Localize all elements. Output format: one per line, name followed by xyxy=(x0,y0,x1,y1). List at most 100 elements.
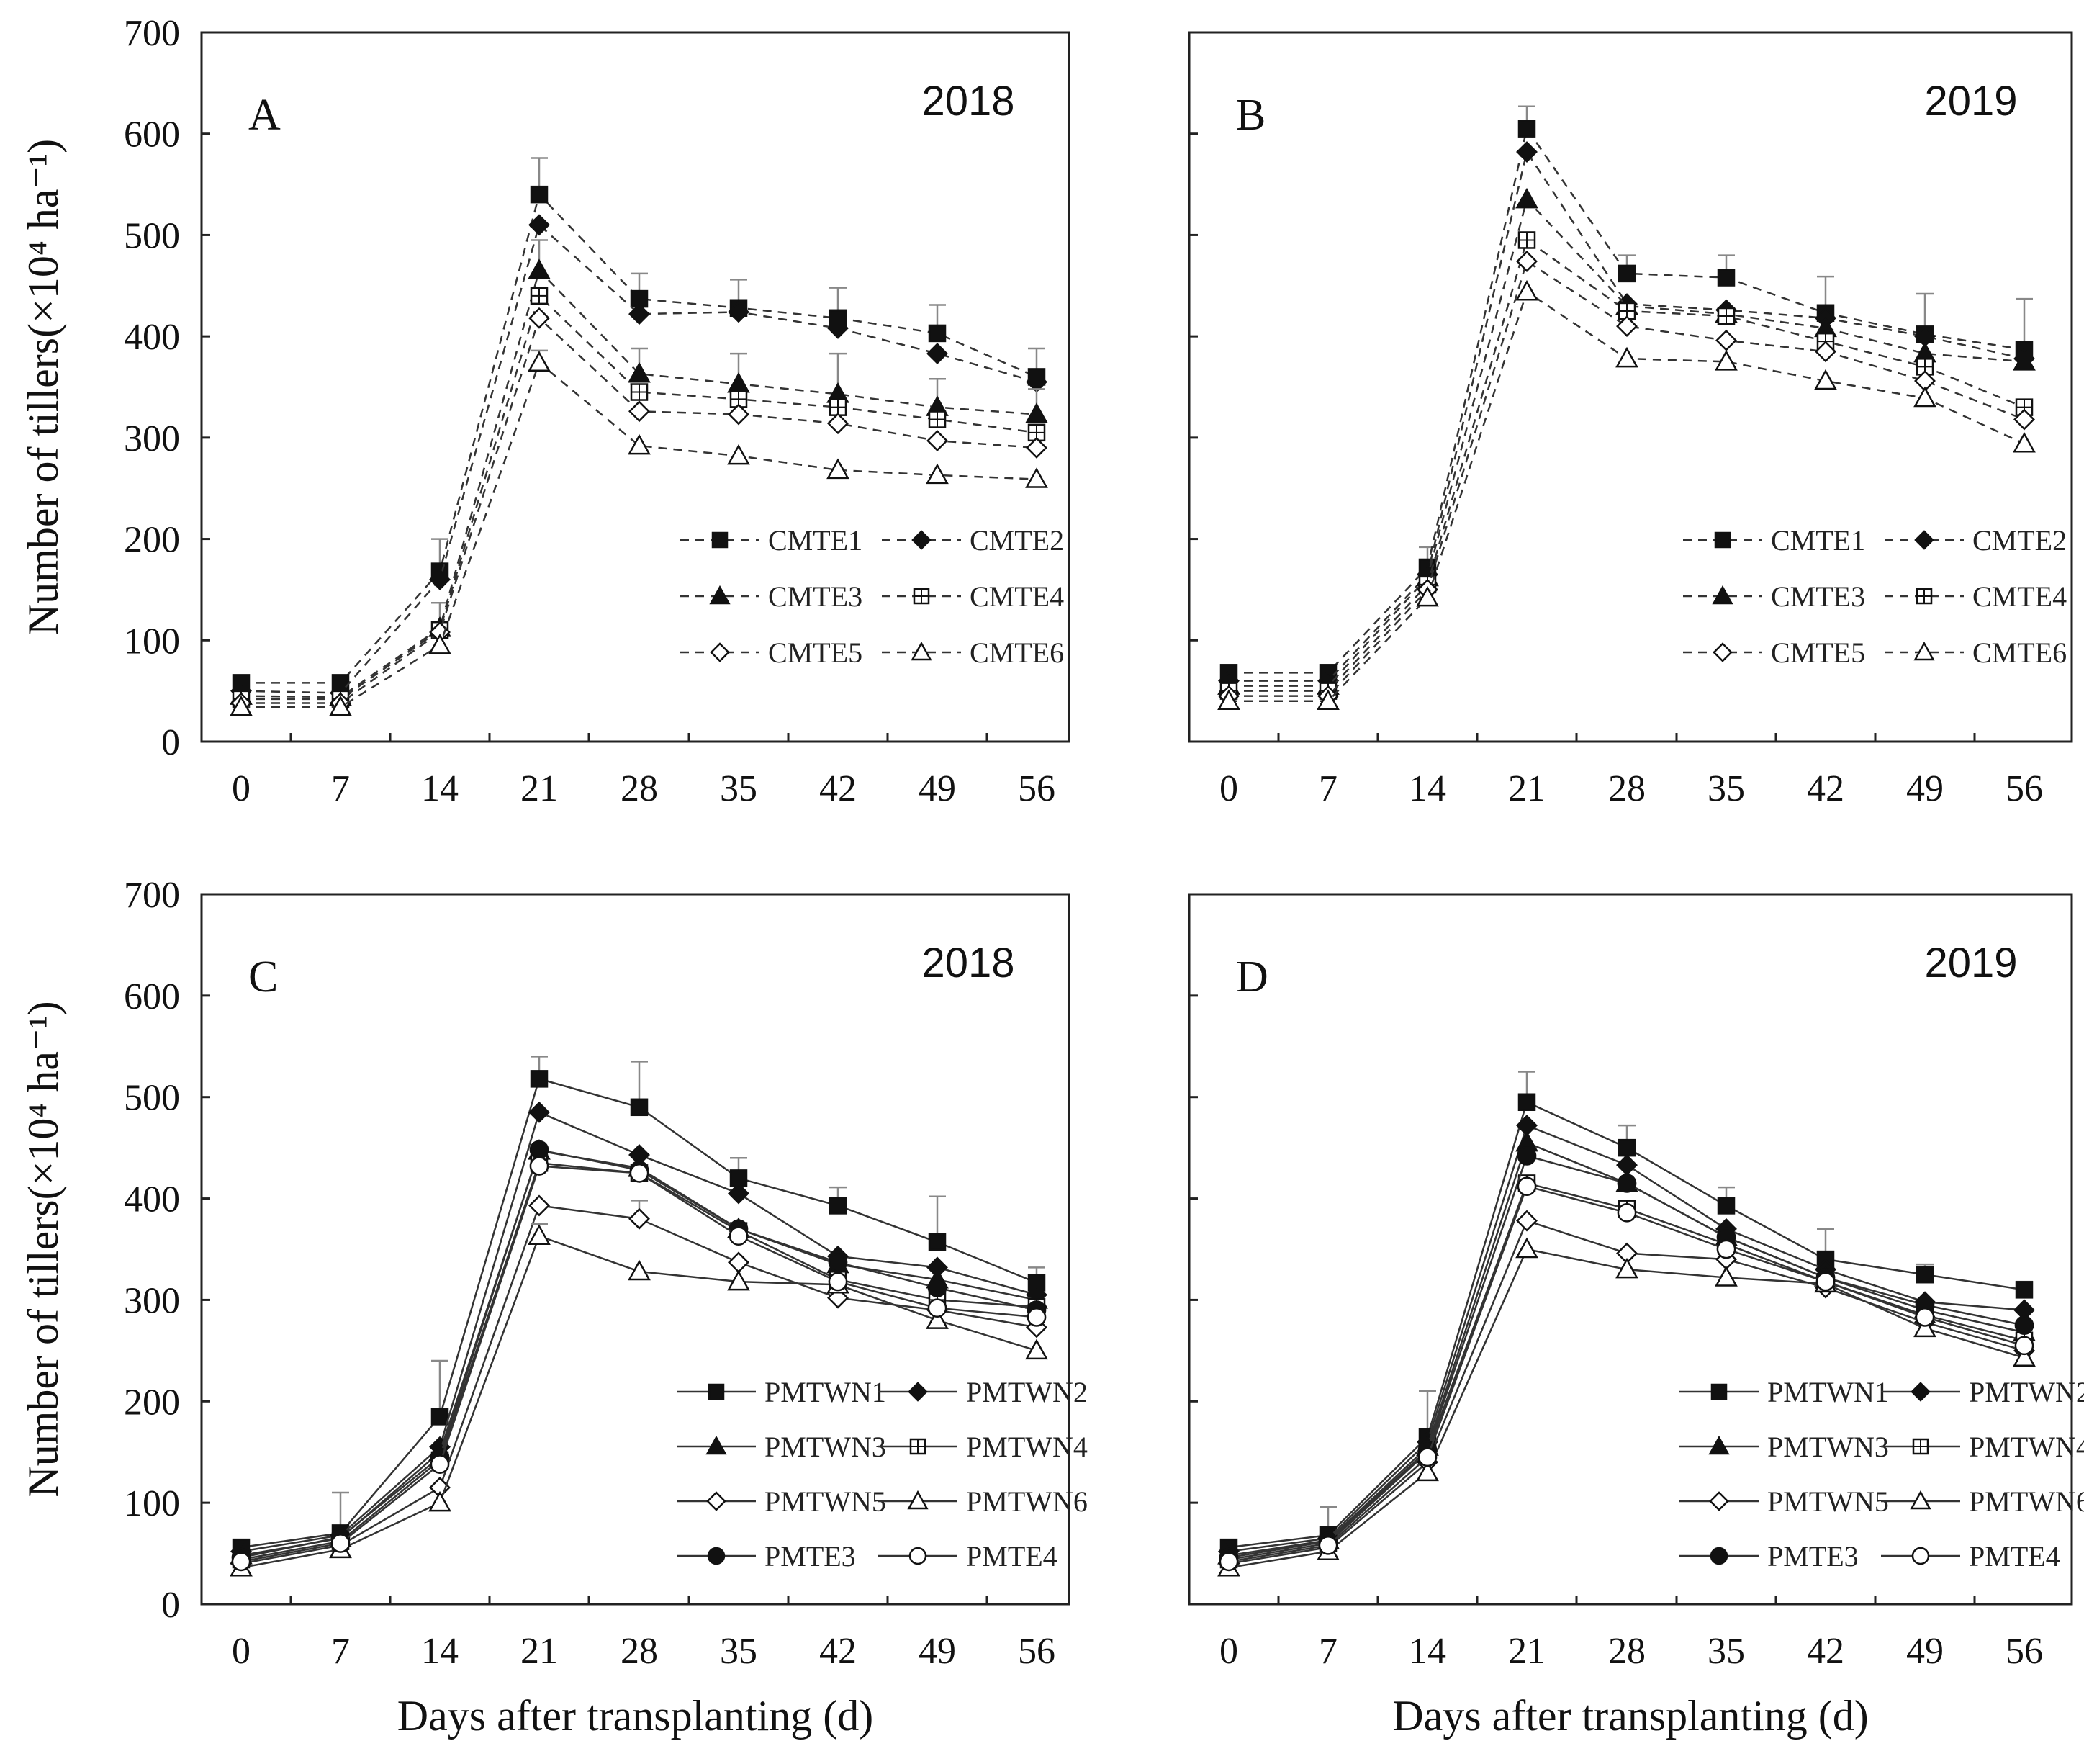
year-label: 2019 xyxy=(1924,940,2017,986)
legend-label: CMTE5 xyxy=(768,636,862,669)
data-point xyxy=(728,1182,749,1205)
data-point xyxy=(231,1552,251,1572)
y-tick-label: 700 xyxy=(124,13,180,54)
legend-marker xyxy=(707,1547,726,1565)
data-point xyxy=(827,413,849,435)
y-axis-title: Number of tillers(×10⁴ ha⁻¹) xyxy=(19,1001,67,1497)
series-line xyxy=(1229,197,2025,687)
panel-label: D xyxy=(1236,953,1268,1002)
x-tick-label: 56 xyxy=(2006,1631,2043,1672)
data-point xyxy=(1717,269,1736,287)
data-point xyxy=(1615,346,1638,368)
data-point xyxy=(1517,1176,1537,1197)
data-point xyxy=(1815,341,1836,363)
data-point xyxy=(1516,251,1538,272)
legend-marker xyxy=(1910,1490,1931,1510)
y-tick-label: 0 xyxy=(161,722,180,763)
data-point xyxy=(727,1269,750,1291)
data-point xyxy=(728,1251,749,1274)
data-point xyxy=(428,1490,451,1512)
data-point xyxy=(530,1070,549,1088)
series-pmtwn1 xyxy=(1219,1071,2034,1557)
data-point xyxy=(1913,386,1936,408)
data-point xyxy=(727,444,750,465)
x-tick-label: 49 xyxy=(919,768,956,809)
data-point xyxy=(1025,1338,1048,1360)
series-cmte1 xyxy=(1219,105,2034,682)
data-point-cross xyxy=(929,411,945,428)
data-point xyxy=(1318,1535,1338,1555)
y-tick-label: 300 xyxy=(124,1280,180,1321)
legend-label: CMTE3 xyxy=(768,580,862,613)
series-line xyxy=(1228,1185,2025,1563)
legend-label: CMTE6 xyxy=(970,636,1064,669)
data-point xyxy=(2013,1346,2036,1367)
data-point xyxy=(1618,1138,1636,1157)
x-tick-label: 56 xyxy=(1018,768,1055,809)
legend-marker xyxy=(710,642,730,662)
legend-marker-cross xyxy=(1917,589,1931,603)
x-tick-label: 56 xyxy=(2006,768,2043,809)
series-pmte4 xyxy=(1219,1176,2034,1572)
panel-label: C xyxy=(248,953,278,1002)
legend-marker-cross xyxy=(1913,1439,1928,1454)
x-tick-label: 0 xyxy=(1219,1631,1238,1672)
legend: PMTWN1 PMTWN2 PMTWN3 PMTWN4 PMTWN5 PMTWN6 PMTE… xyxy=(677,1376,1088,1572)
series-cmte1 xyxy=(232,157,1046,692)
data-point xyxy=(528,351,551,372)
data-point xyxy=(2014,1336,2034,1356)
data-point-cross xyxy=(1718,308,1734,324)
legend-marker xyxy=(1913,641,1935,661)
x-tick-label: 21 xyxy=(1508,1631,1546,1672)
legend-marker xyxy=(1713,642,1733,662)
data-point xyxy=(628,1207,650,1230)
data-point-cross xyxy=(1519,232,1535,248)
data-point xyxy=(1916,1265,1934,1284)
data-point xyxy=(1416,585,1439,607)
data-point xyxy=(1217,689,1240,710)
data-point xyxy=(1416,1460,1439,1482)
data-point xyxy=(829,1197,847,1215)
data-point xyxy=(1517,1146,1537,1166)
y-tick-label: 100 xyxy=(124,1483,180,1524)
data-point xyxy=(330,1534,351,1553)
x-tick-label: 21 xyxy=(520,1631,558,1672)
x-tick-label: 0 xyxy=(232,768,251,809)
data-point xyxy=(530,185,549,204)
legend: PMTWN1 PMTWN2 PMTWN3 PMTWN4 PMTWN5 PMTWN6 PMTE… xyxy=(1679,1376,2084,1572)
series-line xyxy=(240,269,1037,698)
x-tick-label: 42 xyxy=(819,1631,857,1672)
data-point xyxy=(628,361,651,383)
plot-frame xyxy=(200,893,1070,1606)
legend-label: PMTWN5 xyxy=(764,1485,886,1518)
data-point xyxy=(1025,467,1048,488)
data-point xyxy=(1515,279,1538,301)
data-point xyxy=(926,1308,949,1329)
legend-label: PMTWN1 xyxy=(1767,1376,1889,1408)
legend-marker xyxy=(907,1490,929,1510)
y-tick-label: 0 xyxy=(161,1585,180,1626)
series-cmte5 xyxy=(1218,251,2035,707)
series-cmte2 xyxy=(230,214,1047,704)
data-point xyxy=(528,214,550,236)
data-point xyxy=(1515,1237,1538,1259)
legend-label: PMTWN6 xyxy=(966,1485,1088,1518)
data-point xyxy=(2013,408,2035,431)
legend: CMTE1 CMTE2 CMTE3 CMTE4 CMTE5 CMTE6 xyxy=(680,524,1064,669)
legend-label: PMTWN5 xyxy=(1767,1485,1889,1518)
chart-panel-c: 0 100 200 300 400 500 600 700 0 7 14 21 28 35 42 49 56 C 2… xyxy=(19,875,1088,1740)
legend-marker xyxy=(1914,530,1934,550)
legend-marker xyxy=(1712,585,1733,605)
data-point xyxy=(1517,1093,1536,1112)
series-line xyxy=(1229,126,2025,674)
x-tick-label: 56 xyxy=(1018,1631,1055,1672)
data-point xyxy=(2014,1315,2034,1335)
data-point xyxy=(2013,349,2036,371)
data-point xyxy=(1025,402,1048,423)
data-point xyxy=(926,430,948,452)
legend-label: PMTWN6 xyxy=(1969,1485,2084,1518)
data-point xyxy=(1913,1316,1936,1338)
legend-marker xyxy=(911,641,932,661)
chart-panel-d: 0 7 14 21 28 35 42 49 56 D 2019 Days after transpla… xyxy=(1188,893,2084,1740)
